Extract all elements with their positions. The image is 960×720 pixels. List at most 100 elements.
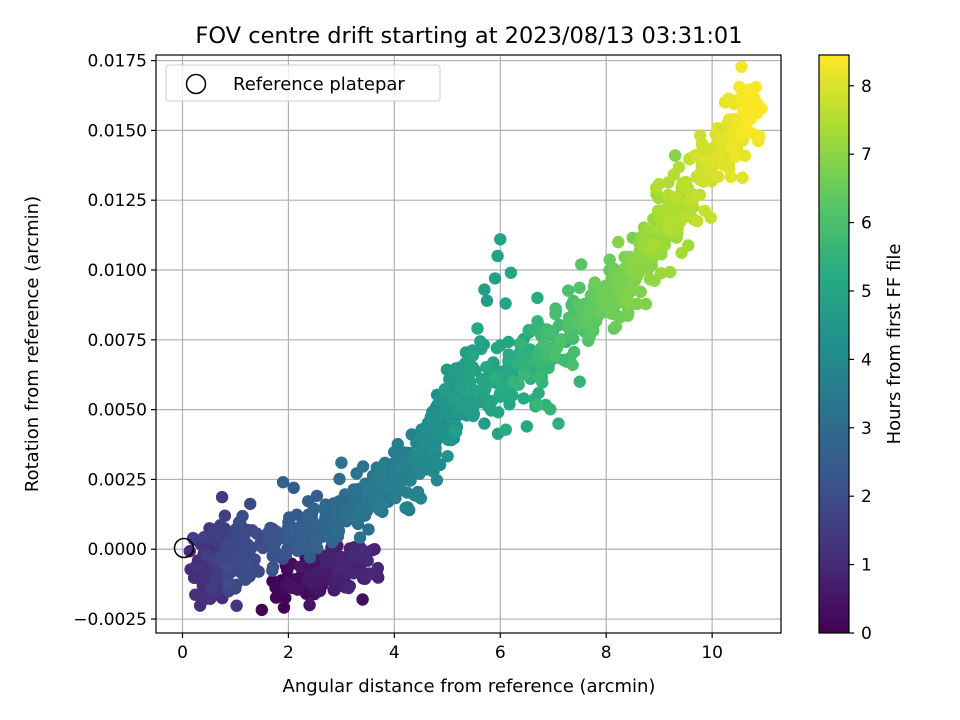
scatter-point <box>441 433 455 446</box>
legend: Reference platepar <box>165 64 441 102</box>
scatter-point <box>641 224 654 237</box>
scatter-point <box>713 147 726 160</box>
scatter-point <box>277 601 291 614</box>
scatter-point <box>319 523 332 536</box>
scatter-point <box>303 551 317 564</box>
scatter-point <box>647 237 660 251</box>
scatter-point <box>490 341 503 355</box>
scatter-point <box>429 441 442 455</box>
scatter-point <box>488 272 502 285</box>
scatter-point <box>256 541 270 555</box>
colorbar-tick-label: 6 <box>861 214 872 234</box>
x-tick-label: 10 <box>701 643 723 663</box>
scatter-point <box>579 315 592 328</box>
scatter-point <box>399 501 412 515</box>
scatter-point <box>664 217 677 230</box>
scatter-point <box>319 555 333 568</box>
scatter-point <box>724 170 738 184</box>
chart-title: FOV centre drift starting at 2023/08/13 … <box>195 23 742 49</box>
colorbar-tick-label: 2 <box>861 487 872 507</box>
x-tick-label: 4 <box>389 643 400 663</box>
scatter-point <box>750 97 764 110</box>
scatter-point <box>448 424 461 438</box>
scatter-point <box>206 581 219 594</box>
scatter-point <box>552 417 565 430</box>
scatter-point <box>197 531 211 544</box>
scatter-point <box>514 337 528 350</box>
scatter-point <box>207 527 220 540</box>
scatter-point <box>652 191 665 205</box>
y-tick-label: 0.0150 <box>88 121 147 141</box>
scatter-point <box>690 214 704 228</box>
scatter-point <box>310 534 323 548</box>
x-tick-label: 2 <box>283 643 294 663</box>
scatter-point <box>307 502 321 515</box>
scatter-point <box>715 134 728 147</box>
scatter-point <box>250 527 263 540</box>
scatter-point <box>294 560 307 573</box>
scatter-point <box>318 503 331 516</box>
y-tick-label: 0.0050 <box>88 401 147 421</box>
scatter-point <box>214 519 227 532</box>
colorbar-tick-label: 1 <box>861 556 872 576</box>
y-axis-ticks: −0.0025 0.0000 0.0025 0.0050 0.0075 0.0100 0.0… <box>73 52 156 630</box>
scatter-point <box>737 105 750 118</box>
scatter-point <box>414 492 428 505</box>
scatter-point <box>738 149 752 162</box>
scatter-point <box>335 560 349 573</box>
scatter-point <box>679 179 692 193</box>
scatter-point <box>499 297 512 310</box>
scatter-point <box>652 177 666 191</box>
x-tick-label: 8 <box>601 643 612 663</box>
y-tick-label: 0.0175 <box>88 52 147 72</box>
scatter-point <box>722 92 735 106</box>
scatter-point <box>597 285 611 298</box>
scatter-point <box>537 337 551 351</box>
scatter-point <box>598 294 611 307</box>
data-points <box>183 60 768 617</box>
x-tick-label: 0 <box>177 643 188 663</box>
scatter-point <box>464 395 477 408</box>
scatter-point <box>573 375 586 388</box>
y-tick-label: 0.0100 <box>88 261 147 281</box>
scatter-point <box>668 149 682 162</box>
scatter-point <box>352 504 366 518</box>
scatter-point <box>266 539 279 552</box>
scatter-point <box>404 474 417 487</box>
x-tick-label: 6 <box>495 643 506 663</box>
scatter-point <box>605 307 618 320</box>
scatter-point <box>609 320 623 333</box>
scatter-point <box>573 281 586 294</box>
colorbar-tick-label: 4 <box>861 350 872 370</box>
scatter-point <box>244 497 257 511</box>
scatter-point <box>634 260 647 274</box>
scatter-point <box>372 501 385 514</box>
scatter-point <box>543 326 557 339</box>
colorbar-tick-label: 5 <box>861 282 872 302</box>
scatter-point <box>188 571 202 584</box>
y-tick-label: 0.0125 <box>88 191 147 211</box>
scatter-point <box>689 190 702 203</box>
scatter-point <box>362 523 375 536</box>
scatter-point <box>266 560 280 574</box>
scatter-point <box>678 210 692 224</box>
scatter-point <box>504 266 518 279</box>
x-axis-ticks: 0 2 4 6 8 10 <box>177 633 723 663</box>
scatter-point <box>236 531 250 545</box>
scatter-point <box>358 545 372 558</box>
scatter-point <box>698 204 711 217</box>
scatter-point <box>621 295 635 308</box>
scatter-point <box>512 378 525 391</box>
scatter-point <box>492 406 505 419</box>
scatter-point <box>474 335 487 348</box>
colorbar-tick-label: 3 <box>861 419 872 439</box>
scatter-point <box>502 335 515 349</box>
scatter-point <box>499 423 512 436</box>
scatter-point <box>296 538 309 552</box>
scatter-point <box>716 158 730 171</box>
scatter-point <box>654 267 668 280</box>
scatter-point <box>567 345 581 359</box>
scatter-point <box>192 561 205 574</box>
scatter-point <box>356 593 369 606</box>
scatter-point <box>363 567 376 580</box>
